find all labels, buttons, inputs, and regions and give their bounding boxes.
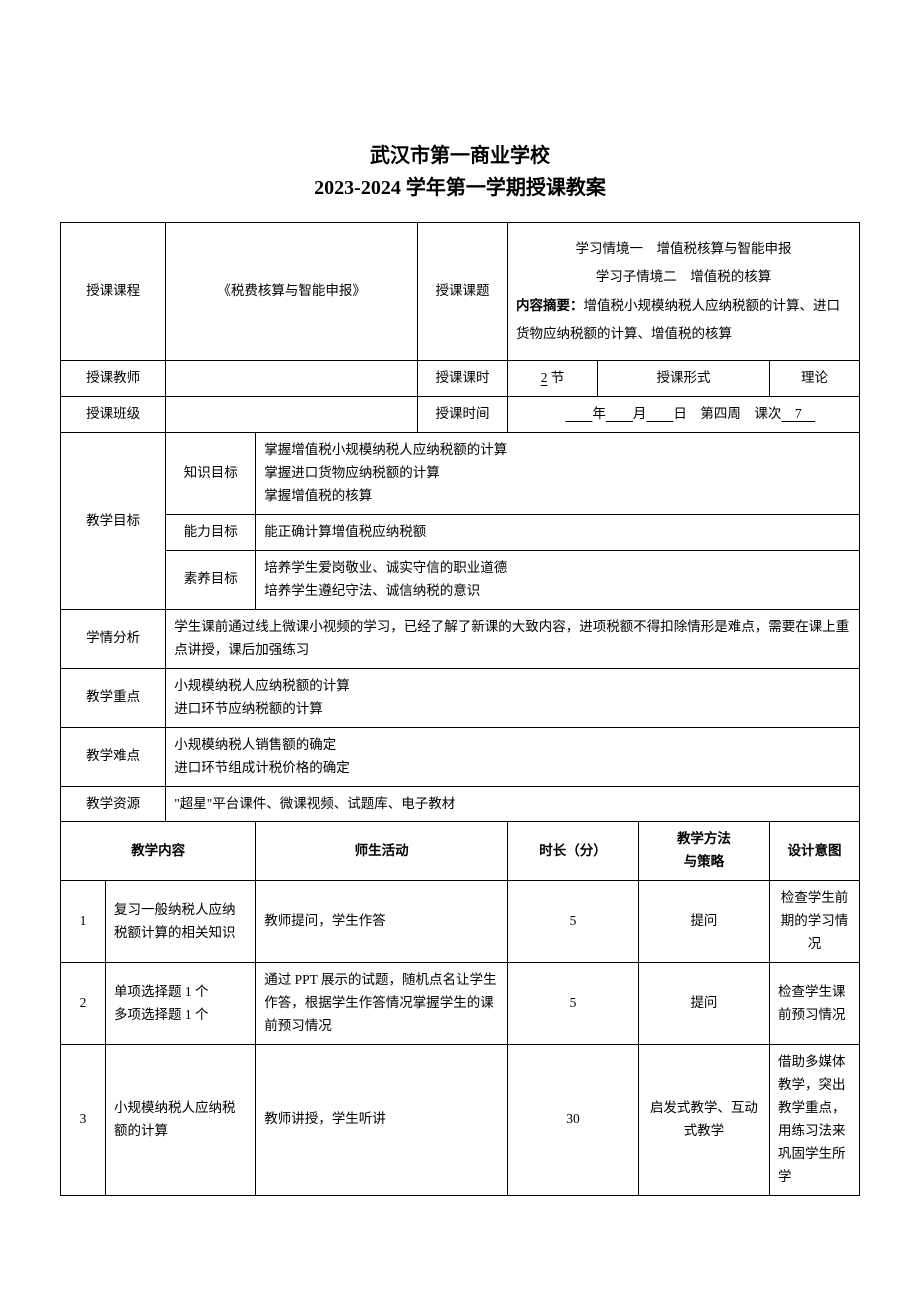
day-label: 日: [673, 406, 687, 421]
analysis-label: 学情分析: [61, 609, 166, 668]
teacher-label: 授课教师: [61, 361, 166, 397]
topic-cell: 学习情境一 增值税核算与智能申报 学习子情境二 增值税的核算 内容摘要：增值税小…: [508, 223, 860, 361]
table-row: 教学资源 "超星"平台课件、微课视频、试题库、电子教材: [61, 786, 860, 822]
topic-label: 授课课题: [418, 223, 508, 361]
activity-row: 1 复习一般纳税人应纳税额计算的相关知识 教师提问，学生作答 5 提问 检查学生…: [61, 881, 860, 963]
table-row: 教学重点 小规模纳税人应纳税额的计算 进口环节应纳税额的计算: [61, 668, 860, 727]
course-label: 授课课程: [61, 223, 166, 361]
activity-intent: 借助多媒体教学，突出教学重点，用练习法来巩固学生所学: [770, 1044, 860, 1195]
topic-summary: 内容摘要：增值税小规模纳税人应纳税额的计算、进口货物应纳税额的计算、增值税的核算: [516, 292, 851, 349]
session-value: 7: [781, 406, 815, 421]
header-intent: 设计意图: [770, 822, 860, 881]
activity-header-row: 教学内容 师生活动 时长（分） 教学方法 与策略 设计意图: [61, 822, 860, 881]
ability-label: 能力目标: [166, 515, 256, 551]
header-method: 教学方法 与策略: [638, 822, 769, 881]
form-value: 理论: [769, 361, 859, 397]
activity-activity: 教师提问，学生作答: [256, 881, 508, 963]
keypoint-label: 教学重点: [61, 668, 166, 727]
table-row: 素养目标 培养学生爱岗敬业、诚实守信的职业道德 培养学生遵纪守法、诚信纳税的意识: [61, 551, 860, 610]
school-name: 武汉市第一商业学校: [60, 140, 860, 172]
blank: [606, 406, 633, 421]
week-label: 第四周: [700, 406, 741, 421]
lesson-plan-table: 授课课程 《税费核算与智能申报》 授课课题 学习情境一 增值税核算与智能申报 学…: [60, 222, 860, 1196]
time-label: 授课时间: [418, 397, 508, 433]
activity-content: 单项选择题 1 个 多项选择题 1 个: [106, 963, 256, 1045]
class-value: [166, 397, 418, 433]
knowledge-value: 掌握增值税小规模纳税人应纳税额的计算 掌握进口货物应纳税额的计算 掌握增值税的核…: [256, 433, 860, 515]
table-row: 授课课程 《税费核算与智能申报》 授课课题 学习情境一 增值税核算与智能申报 学…: [61, 223, 860, 361]
keypoint-value: 小规模纳税人应纳税额的计算 进口环节应纳税额的计算: [166, 668, 860, 727]
header-content: 教学内容: [61, 822, 256, 881]
teacher-value: [166, 361, 418, 397]
analysis-value: 学生课前通过线上微课小视频的学习，已经了解了新课的大致内容，进项税额不得扣除情形…: [166, 609, 860, 668]
activity-row: 2 单项选择题 1 个 多项选择题 1 个 通过 PPT 展示的试题，随机点名让…: [61, 963, 860, 1045]
course-value: 《税费核算与智能申报》: [166, 223, 418, 361]
table-row: 能力目标 能正确计算增值税应纳税额: [61, 515, 860, 551]
month-label: 月: [633, 406, 647, 421]
difficulty-value: 小规模纳税人销售额的确定 进口环节组成计税价格的确定: [166, 727, 860, 786]
activity-num: 3: [61, 1044, 106, 1195]
topic-line1: 学习情境一 增值税核算与智能申报: [516, 235, 851, 263]
form-label: 授课形式: [598, 361, 770, 397]
hours-suffix: 节: [547, 370, 564, 385]
session-label: 课次: [754, 406, 781, 421]
quality-label: 素养目标: [166, 551, 256, 610]
activity-row: 3 小规模纳税人应纳税额的计算 教师讲授，学生听讲 30 启发式教学、互动式教学…: [61, 1044, 860, 1195]
activity-intent: 检查学生课前预习情况: [770, 963, 860, 1045]
table-row: 教学目标 知识目标 掌握增值税小规模纳税人应纳税额的计算 掌握进口货物应纳税额的…: [61, 433, 860, 515]
quality-value: 培养学生爱岗敬业、诚实守信的职业道德 培养学生遵纪守法、诚信纳税的意识: [256, 551, 860, 610]
activity-duration: 5: [508, 881, 639, 963]
activity-activity: 通过 PPT 展示的试题，随机点名让学生作答，根据学生作答情况掌握学生的课前预习…: [256, 963, 508, 1045]
activity-num: 1: [61, 881, 106, 963]
activity-method: 提问: [638, 963, 769, 1045]
difficulty-label: 教学难点: [61, 727, 166, 786]
activity-duration: 30: [508, 1044, 639, 1195]
class-label: 授课班级: [61, 397, 166, 433]
hours-label: 授课课时: [418, 361, 508, 397]
header-duration: 时长（分）: [508, 822, 639, 881]
table-row: 授课班级 授课时间 年 月 日 第四周 课次 7: [61, 397, 860, 433]
header-activity: 师生活动: [256, 822, 508, 881]
table-row: 学情分析 学生课前通过线上微课小视频的学习，已经了解了新课的大致内容，进项税额不…: [61, 609, 860, 668]
table-row: 授课教师 授课课时 2 节 授课形式 理论: [61, 361, 860, 397]
blank: [646, 406, 673, 421]
activity-num: 2: [61, 963, 106, 1045]
goals-label: 教学目标: [61, 433, 166, 610]
knowledge-label: 知识目标: [166, 433, 256, 515]
activity-content: 小规模纳税人应纳税额的计算: [106, 1044, 256, 1195]
ability-value: 能正确计算增值税应纳税额: [256, 515, 860, 551]
hours-value: 2 节: [508, 361, 598, 397]
activity-method: 提问: [638, 881, 769, 963]
activity-content: 复习一般纳税人应纳税额计算的相关知识: [106, 881, 256, 963]
activity-method: 启发式教学、互动式教学: [638, 1044, 769, 1195]
topic-line2: 学习子情境二 增值税的核算: [516, 263, 851, 291]
time-value: 年 月 日 第四周 课次 7: [508, 397, 860, 433]
doc-subtitle: 2023-2024 学年第一学期授课教案: [60, 172, 860, 204]
activity-duration: 5: [508, 963, 639, 1045]
blank: [565, 406, 592, 421]
document-title: 武汉市第一商业学校 2023-2024 学年第一学期授课教案: [60, 140, 860, 204]
table-row: 教学难点 小规模纳税人销售额的确定 进口环节组成计税价格的确定: [61, 727, 860, 786]
topic-summary-label: 内容摘要：: [516, 298, 584, 313]
resource-label: 教学资源: [61, 786, 166, 822]
year-label: 年: [592, 406, 606, 421]
resource-value: "超星"平台课件、微课视频、试题库、电子教材: [166, 786, 860, 822]
activity-intent: 检查学生前期的学习情况: [770, 881, 860, 963]
activity-activity: 教师讲授，学生听讲: [256, 1044, 508, 1195]
